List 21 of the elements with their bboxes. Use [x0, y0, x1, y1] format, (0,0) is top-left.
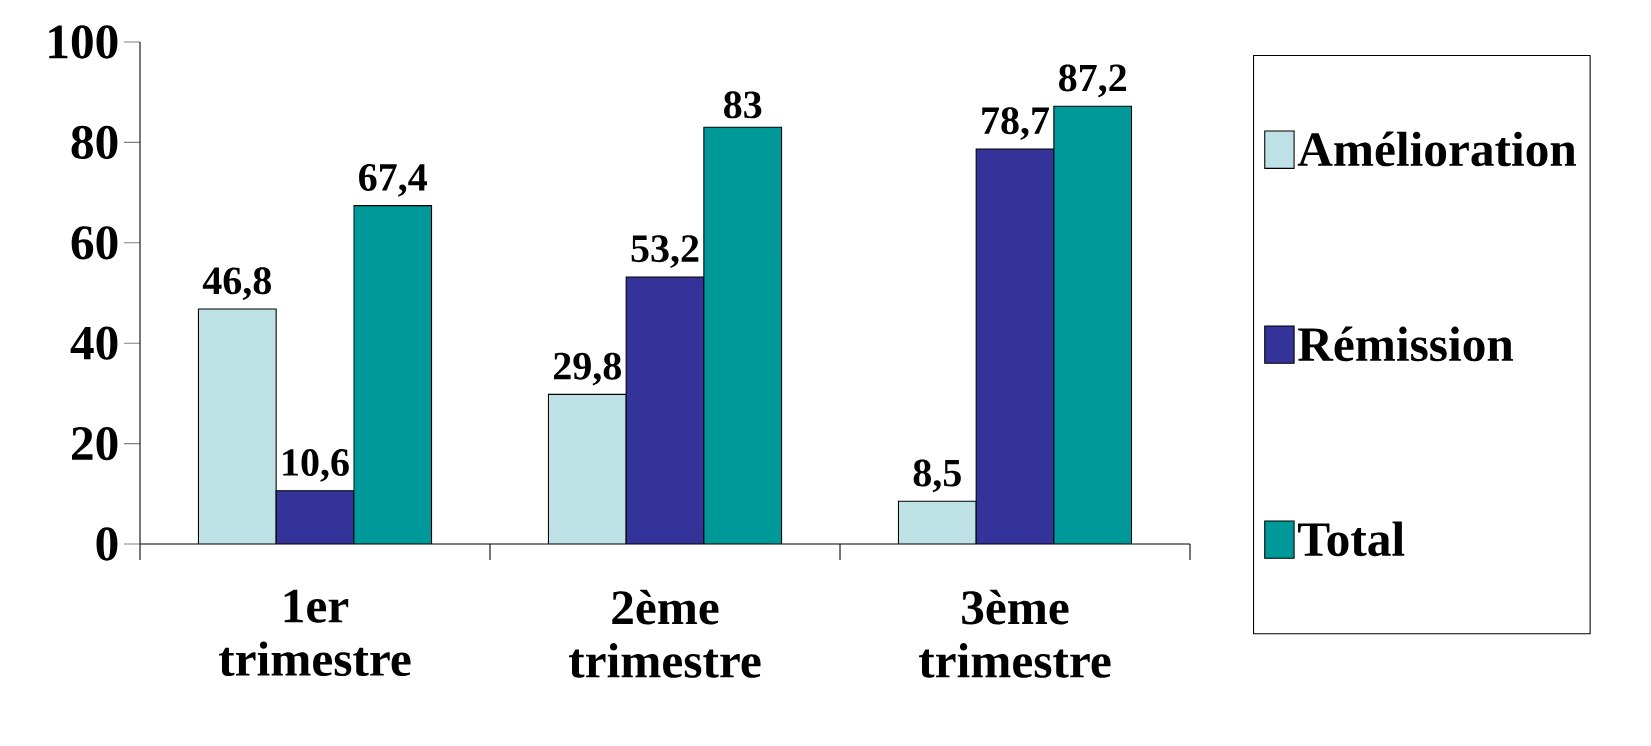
y-tick-label: 80 — [71, 125, 118, 160]
legend-label: Total — [1298, 521, 1405, 557]
x-tick-label: 3ème trimestre — [919, 589, 1111, 678]
data-label: 8,5 — [913, 459, 961, 493]
y-tick-label: 40 — [70, 326, 118, 360]
legend-label: Rémission — [1298, 326, 1514, 362]
data-label: 29,8 — [553, 352, 621, 386]
data-label: 83 — [724, 91, 762, 119]
y-tick-label: 0 — [96, 527, 118, 561]
x-tick-label: 2ème trimestre — [569, 589, 761, 678]
data-label: 78,7 — [982, 107, 1050, 140]
data-label: 10,6 — [283, 449, 349, 482]
y-tick-label: 20 — [72, 426, 118, 461]
x-tick-label: 1er trimestre — [219, 589, 411, 677]
data-label: 67,4 — [359, 163, 427, 197]
legend-label: Amélioration — [1297, 131, 1577, 167]
data-label: 53,2 — [631, 235, 699, 268]
data-label: 87,2 — [1059, 64, 1126, 98]
data-label: 46,8 — [202, 267, 271, 301]
y-tick-label: 100 — [49, 25, 118, 59]
y-tick-label: 60 — [71, 226, 118, 260]
